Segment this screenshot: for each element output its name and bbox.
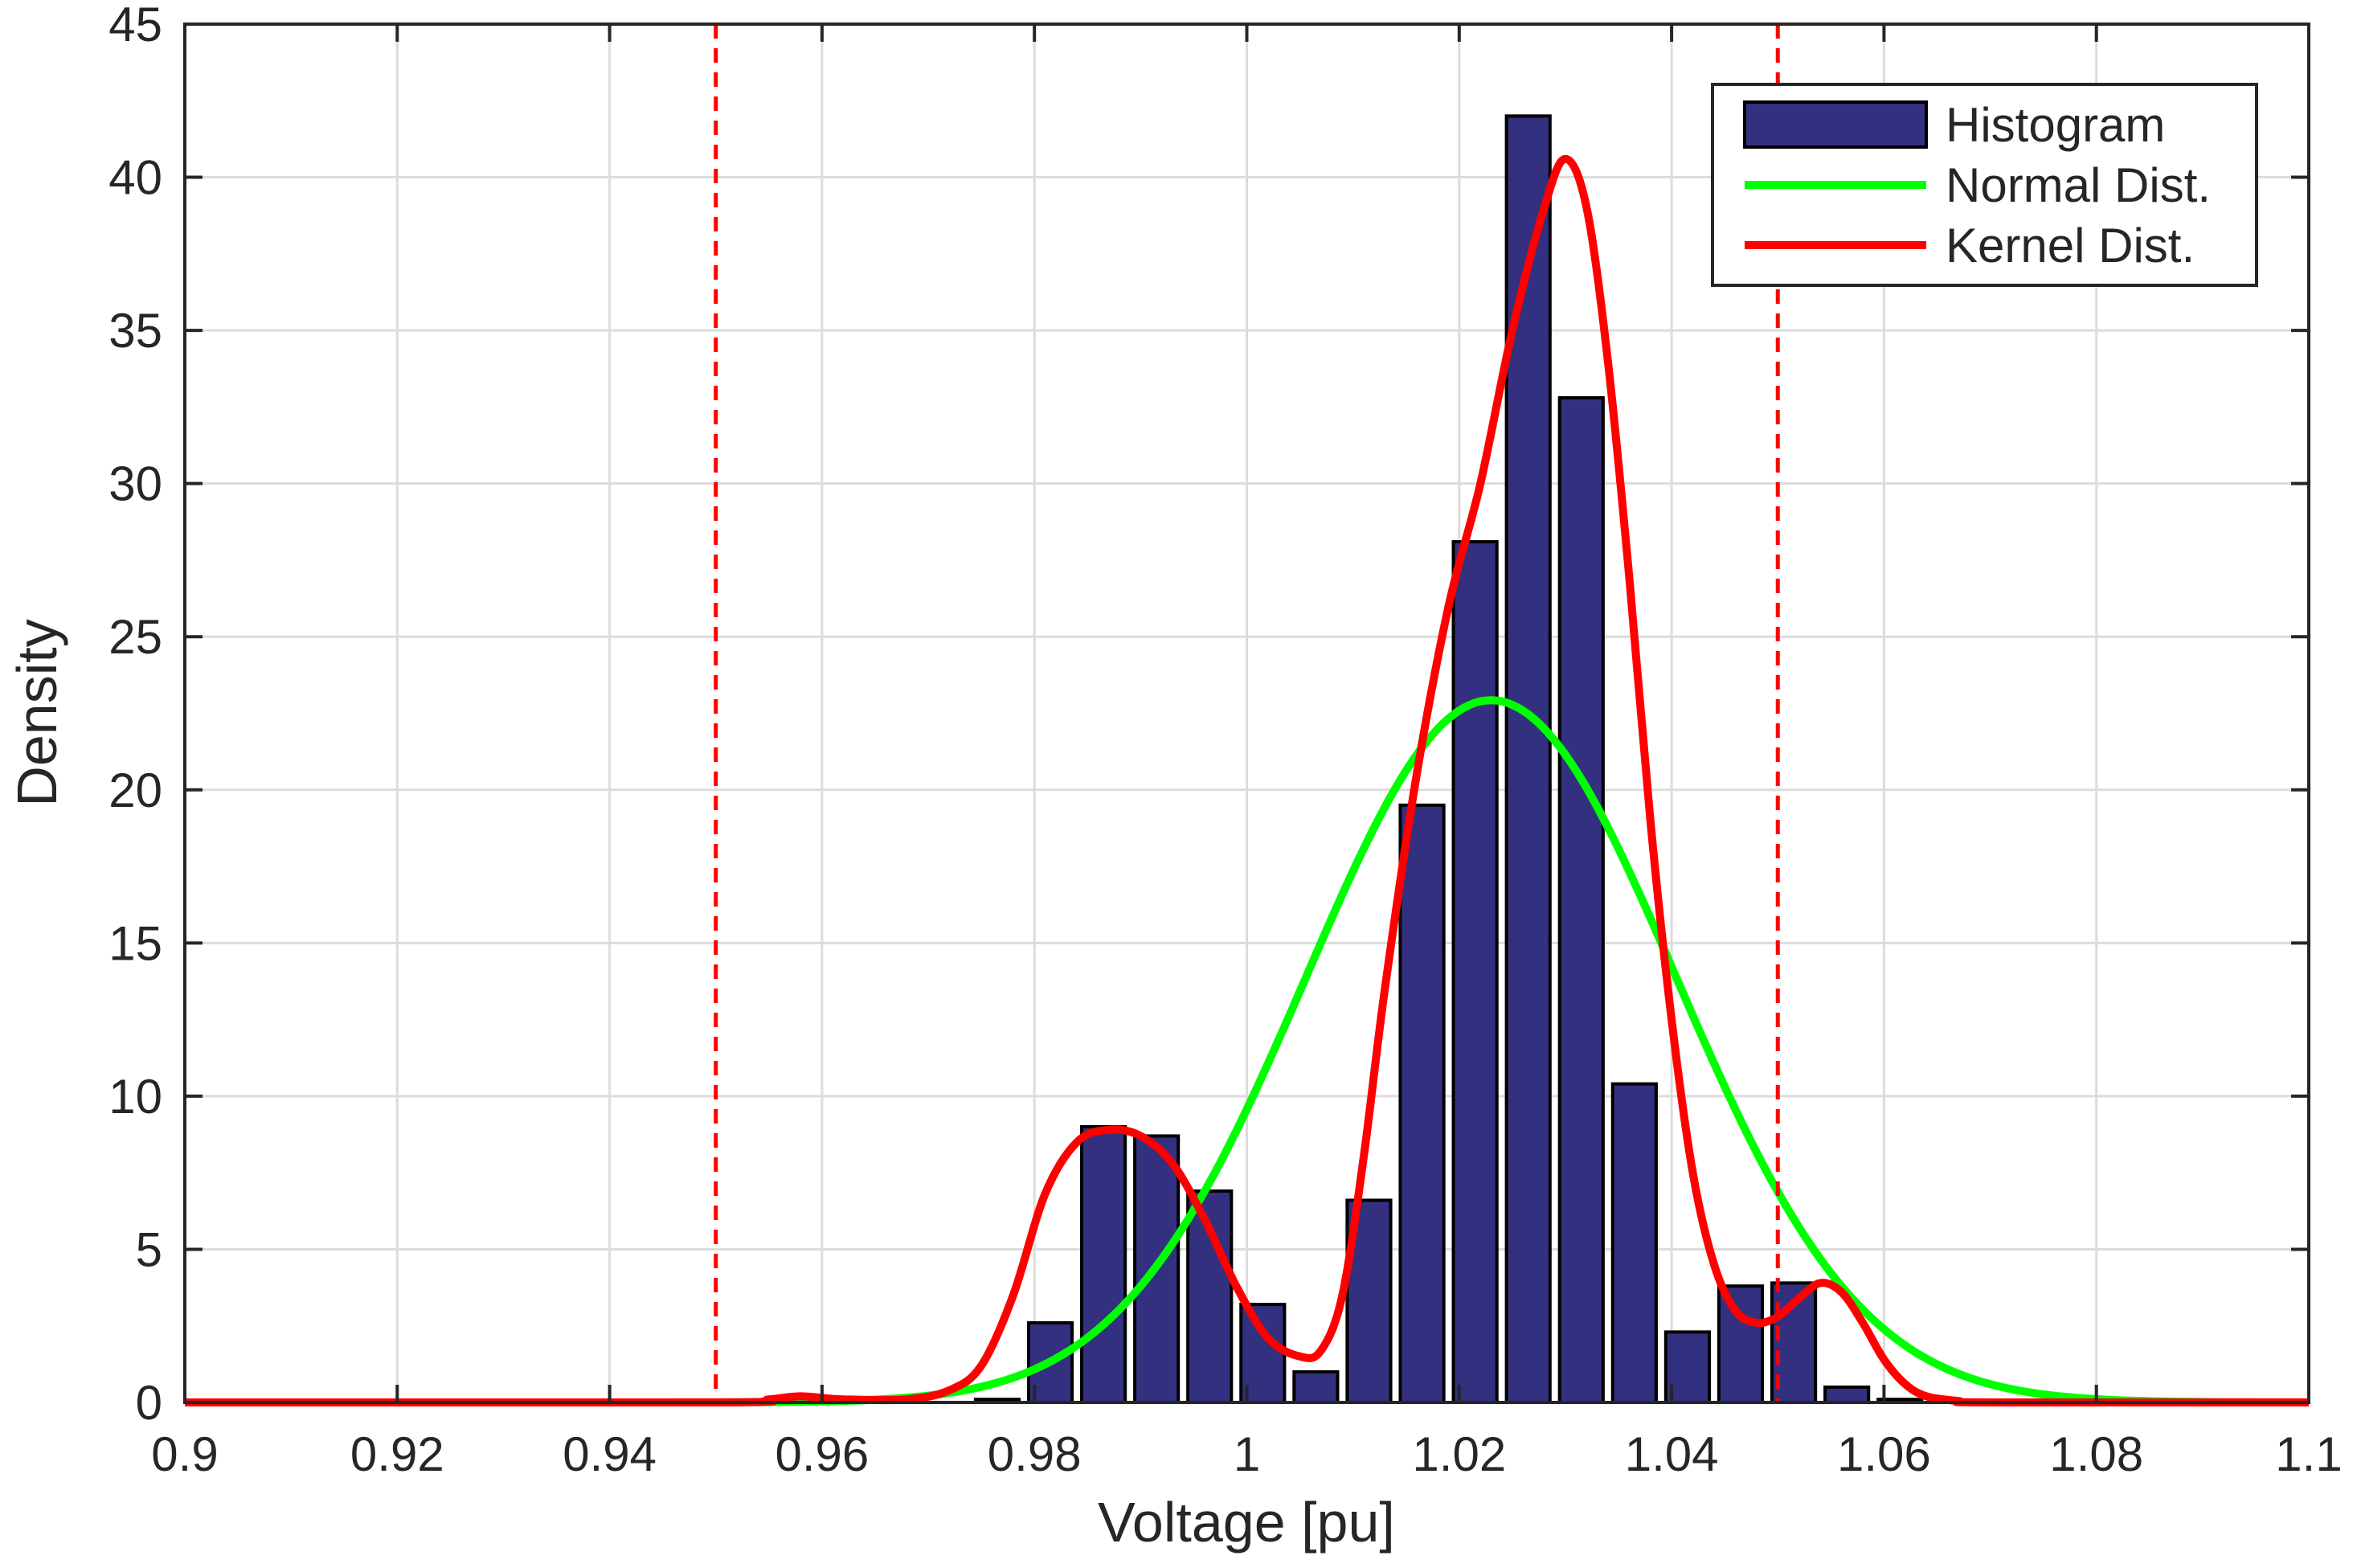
histogram-bar (1292, 1369, 1340, 1405)
x-tick-label: 1.08 (2049, 1427, 2143, 1481)
histogram-bar (1717, 1284, 1765, 1404)
y-tick-label: 45 (108, 0, 162, 51)
legend: Histogram Normal Dist. Kernel Dist. (1711, 83, 2258, 287)
histogram-bar (1557, 395, 1605, 1404)
x-tick-label: 1 (1234, 1427, 1260, 1481)
histogram-bar (1823, 1385, 1871, 1405)
x-tick-label: 0.98 (988, 1427, 1082, 1481)
legend-label-normal: Normal Dist. (1946, 158, 2211, 212)
x-tick-label: 0.96 (775, 1427, 870, 1481)
y-tick-label: 15 (108, 916, 162, 970)
y-tick-label: 30 (108, 457, 162, 511)
y-tick-label: 5 (136, 1222, 162, 1276)
y-tick-label: 10 (108, 1070, 162, 1124)
x-tick-label: 1.04 (1625, 1427, 1719, 1481)
histogram-bar (1451, 540, 1499, 1404)
y-tick-label: 20 (108, 764, 162, 817)
y-tick-label: 0 (136, 1376, 162, 1430)
x-tick-labels: 0.9 0.92 0.94 0.96 0.98 1 1.02 1.04 1.06 1.08 1.1 (151, 1427, 2342, 1481)
y-tick-label: 40 (108, 151, 162, 205)
x-tick-label: 1.1 (2275, 1427, 2342, 1481)
x-axis-label: Voltage [pu] (1098, 1491, 1395, 1554)
histogram-bar (1398, 803, 1446, 1404)
x-tick-label: 0.92 (350, 1427, 444, 1481)
y-tick-label: 35 (108, 304, 162, 358)
legend-swatch-histogram (1743, 100, 1928, 149)
x-tick-label: 1.02 (1412, 1427, 1506, 1481)
x-tick-label: 0.9 (151, 1427, 218, 1481)
legend-label-histogram: Histogram (1946, 98, 2165, 152)
y-tick-label: 25 (108, 610, 162, 664)
y-axis-label: Density (6, 619, 68, 806)
axis-ticks (183, 23, 2310, 1404)
histogram-bar (1610, 1082, 1658, 1404)
histogram-bar (1504, 114, 1552, 1404)
x-tick-label: 0.94 (563, 1427, 657, 1481)
histogram-bar (1080, 1125, 1127, 1404)
legend-label-kernel: Kernel Dist. (1946, 219, 2195, 272)
x-tick-label: 1.06 (1837, 1427, 1931, 1481)
kernel-dist-curve (185, 154, 2309, 1407)
y-tick-labels: 0 5 10 15 20 25 30 35 40 45 (108, 0, 162, 1430)
